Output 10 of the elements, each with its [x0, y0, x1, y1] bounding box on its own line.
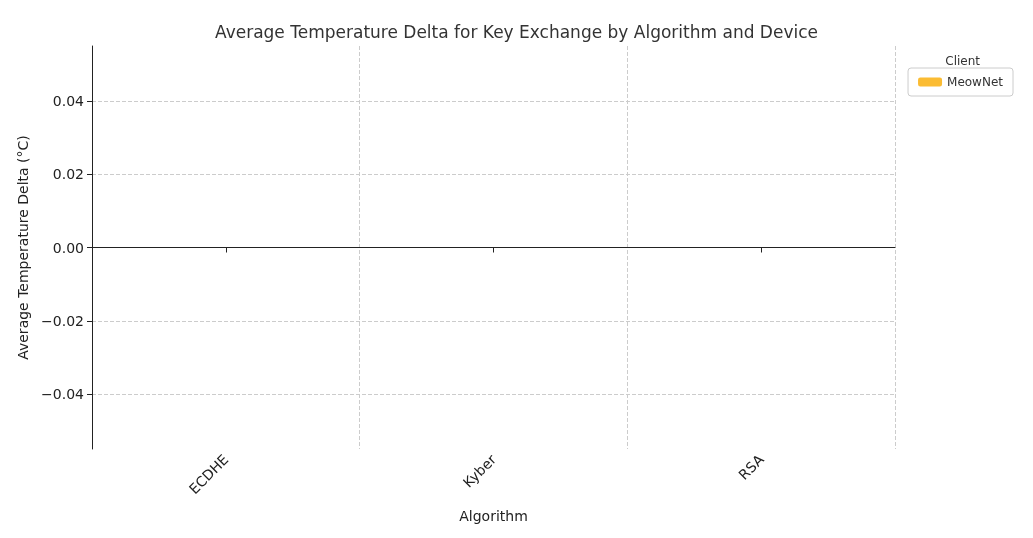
- legend-title: Client: [945, 54, 981, 68]
- y-axis-title: Average Temperature Delta (°C): [15, 135, 31, 360]
- chart-title: Average Temperature Delta for Key Exchange by Algorithm and Device: [215, 21, 818, 42]
- y-tick-label: 0.02: [52, 166, 84, 183]
- y-tick-label: −0.02: [41, 312, 84, 329]
- x-axis-title: Algorithm: [459, 508, 528, 524]
- legend-label: MeowNet: [947, 75, 1004, 89]
- y-tick-label: 0.04: [52, 92, 85, 109]
- y-tick-label: 0.00: [52, 239, 84, 256]
- y-tick-label: −0.04: [41, 386, 85, 403]
